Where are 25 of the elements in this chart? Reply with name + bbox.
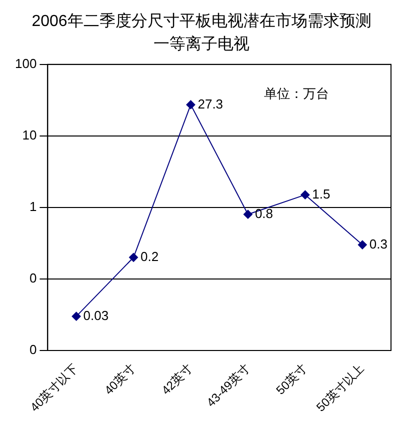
point [243, 210, 252, 219]
point [129, 252, 138, 262]
y-tick-label: 100 [14, 56, 37, 71]
point [186, 100, 196, 110]
data-label: 0.3 [369, 236, 388, 252]
point [72, 312, 81, 321]
data-label: 27.3 [198, 96, 224, 112]
x-tick-label: 40英寸以下 [27, 361, 81, 414]
y-tick-label: 0 [29, 342, 37, 358]
chart-subtitle: 一等离子电视 [154, 35, 250, 54]
x-tick-label: 50英寸以上 [314, 361, 367, 414]
data-label: 0.2 [140, 248, 159, 264]
x-tick-label: 50英寸 [273, 361, 310, 398]
x-tick-label: 40英寸 [102, 361, 138, 398]
y-tick-label: 10 [22, 127, 37, 142]
y-tick-label: 1 [29, 198, 37, 214]
data-label: 0.03 [83, 308, 109, 323]
data-label: 1.5 [312, 186, 330, 202]
point [358, 240, 367, 250]
data-label: 0.8 [254, 206, 274, 221]
y-tick-label: 0 [29, 270, 37, 286]
annotation: 单位：万台 [264, 86, 329, 101]
x-tick-label: 42英寸 [158, 361, 196, 398]
chart-title: 2006年二季度分尺寸平板电视潜在市场需求预测 [32, 12, 372, 30]
point [300, 190, 310, 200]
